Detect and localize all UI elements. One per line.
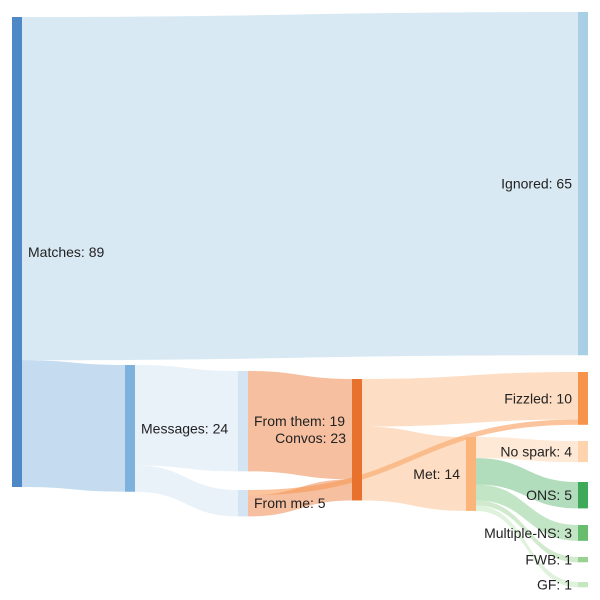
link-met-to-gf (476, 505, 578, 588)
node-label-matches: Matches: 89 (28, 244, 104, 260)
link-messages-to-from-them (135, 365, 238, 472)
node-no-spark[interactable] (578, 441, 588, 463)
link-matches-to-ignored (22, 12, 578, 361)
node-label-messages: Messages: 24 (141, 420, 228, 436)
sankey-labels: Matches: 89 Ignored: 65 Messages: 24 From t… (28, 176, 572, 593)
node-label-no-spark: No spark: 4 (500, 443, 572, 459)
node-label-ignored: Ignored: 65 (501, 176, 572, 192)
node-label-met: Met: 14 (413, 466, 460, 482)
sankey-links (22, 12, 578, 588)
node-label-multiple-ns: Multiple-NS: 3 (484, 525, 572, 541)
node-from-me[interactable] (238, 490, 248, 517)
node-from-them[interactable] (238, 371, 248, 472)
node-label-gf: GF: 1 (537, 577, 572, 593)
node-messages[interactable] (125, 365, 135, 492)
link-met-to-ons (476, 458, 578, 509)
node-label-fizzled: Fizzled: 10 (504, 390, 572, 406)
node-fizzled[interactable] (578, 372, 588, 425)
node-label-from-them: From them: 19 (254, 413, 345, 429)
node-ons[interactable] (578, 482, 588, 509)
node-label-ons: ONS: 5 (526, 487, 572, 503)
node-ignored[interactable] (578, 12, 588, 356)
link-messages-to-from-me (135, 465, 238, 517)
node-multiple-ns[interactable] (578, 525, 588, 541)
node-label-convos: Convos: 23 (275, 430, 346, 446)
node-convos[interactable] (352, 379, 362, 501)
link-matches-to-messages (22, 360, 125, 492)
link-from-me-to-fizzled (248, 419, 578, 496)
link-met-to-fwb (476, 500, 578, 563)
node-label-fwb: FWB: 1 (525, 552, 572, 568)
node-gf[interactable] (578, 582, 588, 588)
link-from-them-to-convos (248, 371, 352, 480)
link-convos-to-met (362, 426, 466, 511)
node-label-from-me: From me: 5 (254, 495, 326, 511)
link-convos-to-fizzled (362, 372, 578, 427)
node-met[interactable] (466, 437, 476, 511)
sankey-nodes (12, 12, 588, 588)
link-met-to-no-spark (476, 437, 578, 463)
node-fwb[interactable] (578, 557, 588, 563)
link-met-to-multiple-ns (476, 484, 578, 541)
node-matches[interactable] (12, 17, 22, 487)
